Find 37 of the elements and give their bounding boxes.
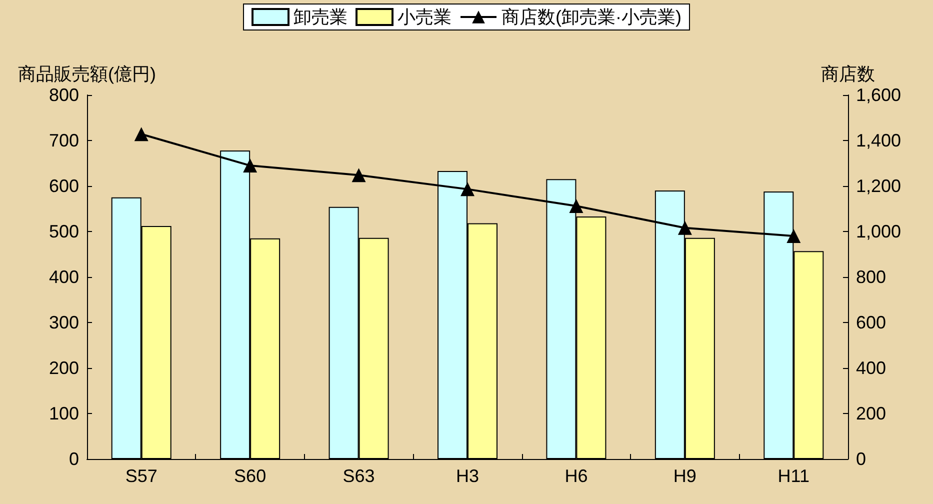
x-tick-label: H11 xyxy=(778,466,810,486)
y2-tick-label: 600 xyxy=(856,312,886,332)
legend-label: 小売業 xyxy=(398,7,452,27)
legend-label: 卸売業 xyxy=(294,7,348,27)
x-tick-label: S57 xyxy=(125,466,158,486)
x-tick-label: S60 xyxy=(234,466,266,486)
y2-tick-label: 1,000 xyxy=(856,222,902,242)
point xyxy=(786,229,801,244)
y2-tick-label: 1,600 xyxy=(856,85,902,105)
point xyxy=(678,220,692,235)
x-tick-label: H6 xyxy=(564,466,588,486)
y-tick-label: 100 xyxy=(48,404,79,424)
point xyxy=(569,199,584,214)
y-axis-title: 商品販売額(億円) xyxy=(18,64,156,84)
x-tick-label: S63 xyxy=(342,466,375,486)
y-tick-label: 0 xyxy=(68,449,79,469)
y2-tick-label: 800 xyxy=(856,267,886,287)
y-tick-label: 500 xyxy=(48,222,79,242)
point xyxy=(243,158,258,173)
y2-tick-label: 0 xyxy=(856,449,866,469)
point xyxy=(460,182,474,196)
y-tick-label: 600 xyxy=(48,176,79,196)
y-tick-label: 400 xyxy=(48,267,79,287)
point xyxy=(134,127,148,142)
legend-label: 商店数(卸売業·小売業) xyxy=(502,7,682,27)
point xyxy=(352,168,366,182)
x-tick-label: H9 xyxy=(673,466,696,486)
y-tick-label: 800 xyxy=(48,85,79,105)
y2-axis-title: 商店数 xyxy=(821,64,875,84)
x-tick-label: H3 xyxy=(456,466,480,486)
y2-tick-label: 1,400 xyxy=(856,130,902,150)
y-tick-label: 200 xyxy=(48,358,79,378)
y2-tick-label: 200 xyxy=(856,404,886,424)
y2-tick-label: 1,200 xyxy=(856,176,902,196)
y-tick-label: 300 xyxy=(48,312,79,332)
y-tick-label: 700 xyxy=(48,130,79,150)
y2-tick-label: 400 xyxy=(856,358,886,378)
